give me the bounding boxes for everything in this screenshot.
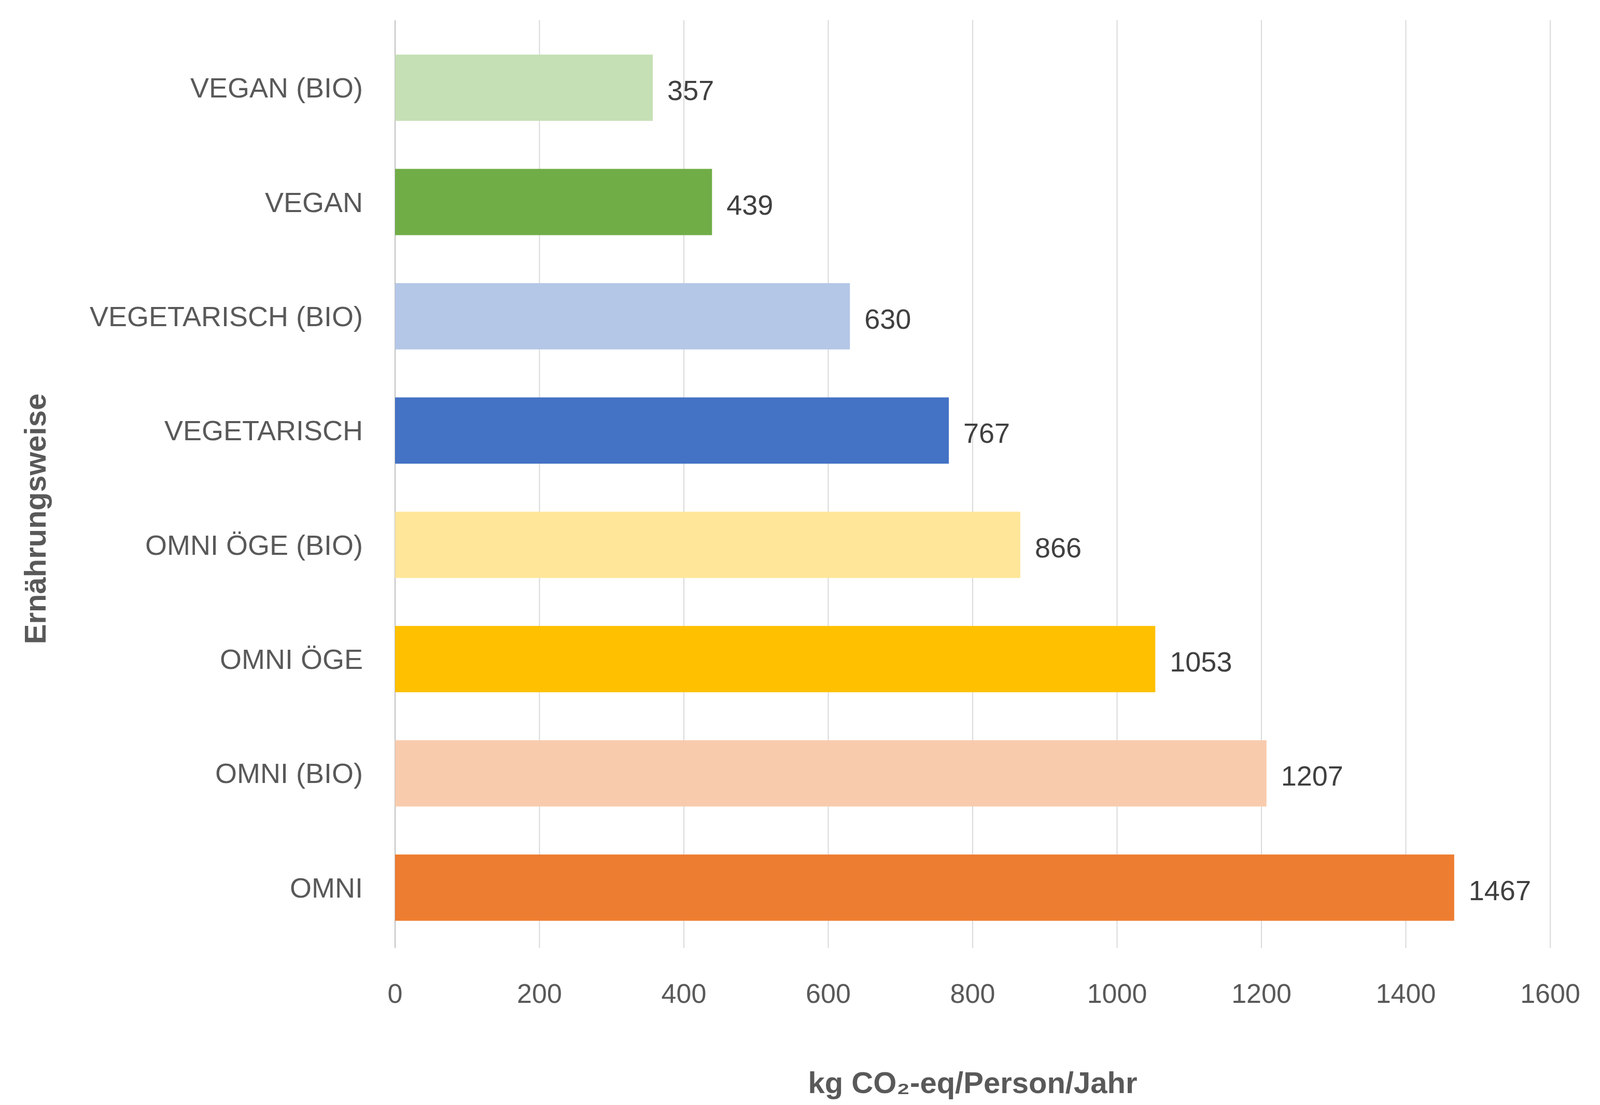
chart-container: 0 200 400 600 800 1000 1200 1400 1600 VEGAN (BIO)… [0,0,1600,1105]
category-label: OMNI ÖGE (BIO) [145,529,363,561]
grid-line [539,20,541,948]
data-label: 439 [726,189,774,221]
grid-line [1405,20,1407,948]
grid-line [683,20,685,948]
tick-label: 1600 [1520,978,1581,1009]
grid-line [394,20,396,948]
grid-line [1116,20,1118,948]
category-label: VEGETARISCH (BIO) [89,300,363,332]
data-label: 357 [667,74,714,106]
bar [395,740,1267,807]
tick-label: 1400 [1376,978,1437,1009]
category-label: VEGAN (BIO) [190,72,363,104]
tick-label: 1000 [1087,978,1148,1009]
bar [395,169,712,236]
data-label: 767 [963,417,1010,449]
bars [395,54,1455,921]
bar [395,854,1455,921]
grid-line [827,20,830,948]
tick-label: 200 [516,978,563,1009]
data-label: 1053 [1169,646,1232,678]
tick-label: 800 [950,978,996,1009]
tick-label: 0 [387,978,403,1009]
data-label: 866 [1034,531,1082,564]
grid-line [972,20,974,948]
x-axis-title: kg CO₂-eq/Person/Jahr [808,1065,1138,1100]
grid-line [1549,20,1551,948]
data-label: 1467 [1468,874,1532,906]
tick-label: 1200 [1231,978,1292,1009]
bar [395,54,653,121]
category-label: OMNI (BIO) [215,757,363,789]
grid-line [1260,20,1262,948]
tick-label: 400 [661,978,707,1009]
tick-label: 600 [805,978,851,1009]
category-label: OMNI [289,872,363,904]
y-axis-title: Ernährungsweise [18,393,52,644]
data-label: 630 [864,303,911,335]
category-label: VEGAN [264,186,363,218]
chart-svg: 0 200 400 600 800 1000 1200 1400 1600 VEGAN (BIO)… [0,0,1600,1105]
bar [395,625,1156,693]
category-label: OMNI ÖGE [219,643,363,675]
bar [395,511,1021,579]
category-label: VEGETARISCH [164,414,363,446]
bar [395,397,949,464]
bar [395,283,850,350]
data-label: 1207 [1281,760,1344,792]
